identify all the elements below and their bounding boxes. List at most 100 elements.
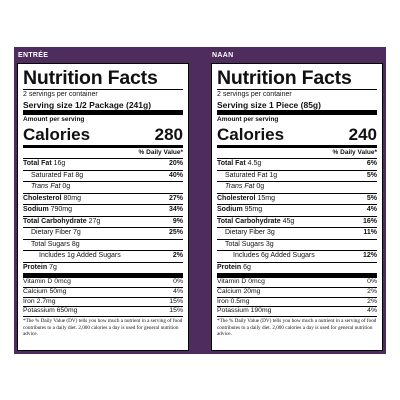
nutrient-amount: 16g [53,160,66,167]
nutrient-text: Dietary Fiber 3g [225,228,275,239]
vitamin-amount: 20mg [243,287,261,295]
footnote: *The % Daily Value (DV) tells you how mu… [23,318,183,338]
nutrient-row: Total Carbohydrate 27g 9% [23,215,183,228]
nutrient-amount: 27g [88,217,101,225]
nutrient-row: Sodium 790mg 34% [23,204,183,216]
vitamin-dv: 15% [169,307,183,315]
dv-header: % Daily Value* [332,149,377,156]
nutrient-name: Dietary Fiber [225,229,266,236]
nutrient-text: Total Sugars 3g [225,240,274,251]
vitamin-row: Iron 0.5mg 2% [217,296,377,307]
thick-rule [217,110,377,115]
vitamin-name: Vitamin D [23,278,53,285]
nutrient-row: Saturated Fat 1g 5% [217,169,377,182]
nutrient-amount: 95mg [244,206,263,213]
vitamin-text: Calcium 20mg [217,288,260,297]
vitamin-row: Potassium 650mg 15% [23,306,183,316]
nutrient-dv: 2% [172,252,183,259]
vitamin-amount: 0mcg [54,278,71,285]
nutrient-dv: 12% [362,252,377,259]
nutrient-name: Includes [39,252,66,259]
vitamin-text: Calcium 50mg [23,288,66,297]
nutrient-name: Total Fat [217,160,246,167]
calories-row: Calories 280 [23,124,183,145]
nutrient-row: Dietary Fiber 7g 25% [23,227,183,239]
vitamin-text: Vitamin D 0mcg [23,278,71,287]
vitamin-name: Iron [23,297,35,305]
nutrition-panel: Nutrition Facts 2 servings per container S… [17,63,189,351]
nutrient-name: Includes [233,252,260,259]
nutrient-row: Total Sugars 8g [23,238,183,251]
nutrient-row: Trans Fat 0g [217,181,377,193]
calories-value: 240 [348,125,377,144]
nutrient-dv: 34% [168,206,183,213]
vitamin-row: Vitamin D 0mcg 0% [23,278,183,287]
vitamin-dv: 2% [367,297,377,305]
nutrient-row: Saturated Fat 8g 40% [23,169,183,182]
serving-size: Serving size 1 Piece (85g) [217,100,321,110]
nutrient-text: Total Fat 4.5g [217,159,261,170]
nutrient-name: Cholesterol [217,194,256,202]
vitamin-amount: 50mg [49,287,67,295]
vitamin-text: Iron 0.5mg [217,298,250,307]
vitamin-dv: 15% [169,297,183,305]
nutrient-text: Sodium 95mg [217,205,262,216]
nutrient-amount: 6g Added Sugars [261,252,315,259]
nutrient-dv: 16% [362,217,377,225]
amount-row: Amount per serving [217,115,377,124]
nutrient-text: Total Fat 16g [23,159,65,170]
servings: 2 servings per container [23,91,98,98]
nutrient-row: Total Sugars 3g [217,238,377,251]
nutrient-row: Protein 7g [23,261,183,274]
nutrient-name: Saturated Fat [31,171,74,179]
nutrient-amount: 3g [265,240,274,248]
dv-header-row: % Daily Value* [217,148,377,159]
nutrient-amount: 80mg [63,194,81,202]
nutrition-panel: Nutrition Facts 2 servings per container S… [211,63,383,351]
amount-per-serving: Amount per serving [23,116,85,123]
nutrient-name: Sodium [217,206,243,213]
vitamin-dv: 4% [367,307,377,315]
nutrient-row: Dietary Fiber 3g 11% [217,227,377,239]
vitamin-text: Potassium 650mg [23,307,77,316]
nutrient-name: Dietary Fiber [31,229,72,236]
servings: 2 servings per container [217,91,292,98]
vitamin-dv: 0% [173,278,183,285]
vitamin-dv: 0% [367,278,377,285]
vitamin-name: Iron [217,297,229,305]
nutrient-name: Protein [23,263,48,271]
title-row: Nutrition Facts [217,67,377,89]
nutrient-row: Protein 6g [217,261,377,274]
nutrient-name: Saturated Fat [225,171,268,179]
calories-label: Calories [23,125,91,144]
nutrient-text: Protein 6g [217,263,251,274]
nutrient-amount: 8g [71,240,80,248]
nutrient-text: Total Sugars 8g [31,240,80,251]
dv-header: % Daily Value* [138,149,183,156]
vitamin-amount: 0.5mg [230,297,250,305]
nutrient-amount: 15mg [257,194,275,202]
amount-per-serving: Amount per serving [217,116,279,123]
nutrient-row: Total Fat 4.5g 6% [217,159,377,170]
nutrient-text: Includes 1g Added Sugars [39,251,121,262]
nutrient-name: Cholesterol [23,194,62,202]
vitamin-name: Vitamin D [217,278,247,285]
nutrient-dv: 27% [168,194,183,202]
vitamin-text: Potassium 190mg [217,307,271,316]
nutrient-row: Cholesterol 80mg 27% [23,192,183,205]
nutrient-row: Sodium 95mg 4% [217,204,377,216]
medium-rule [217,145,377,148]
nutrient-amount: 7g [73,229,81,236]
nutrient-text: Cholesterol 80mg [23,194,81,205]
nutrient-amount: 0g [62,183,71,190]
calories-row: Calories 240 [217,124,377,145]
vitamin-dv: 2% [367,287,377,295]
nutrient-dv: 4% [366,206,377,213]
vitamin-name: Calcium [23,287,48,295]
nutrient-name: Total Fat [23,160,52,167]
panel-label: NAAN [212,52,234,59]
nutrient-text: Dietary Fiber 7g [31,228,81,239]
nutrient-amount: 1g [269,171,278,179]
nutrient-row: Includes 1g Added Sugars 2% [23,250,183,262]
nutrient-dv: 9% [172,217,183,225]
